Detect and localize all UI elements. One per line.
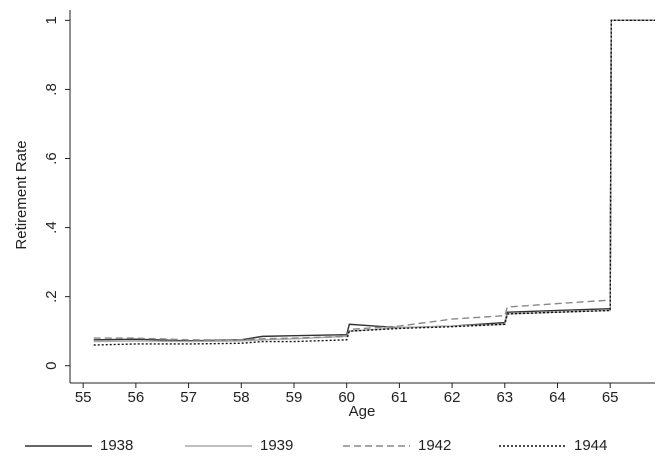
- y-tick-label: .4: [43, 221, 60, 234]
- x-tick-label: 60: [338, 389, 355, 406]
- x-tick-label: 64: [549, 389, 566, 406]
- legend-label: 1939: [260, 437, 293, 454]
- y-axis-title: Retirement Rate: [13, 140, 30, 249]
- series-line: [93, 19, 655, 341]
- y-tick-label: .6: [43, 152, 60, 165]
- x-tick-label: 56: [128, 389, 145, 406]
- y-tick-label: .2: [43, 290, 60, 303]
- series-line: [93, 19, 655, 342]
- legend-label: 1942: [418, 437, 451, 454]
- y-tick-label: 0: [43, 362, 60, 370]
- legend-label: 1938: [100, 437, 133, 454]
- x-axis-title: Age: [349, 403, 376, 420]
- series-line: [93, 19, 655, 346]
- x-tick-label: 55: [75, 389, 92, 406]
- x-tick-label: 58: [233, 389, 250, 406]
- legend-label: 1944: [574, 437, 607, 454]
- x-tick-label: 61: [391, 389, 408, 406]
- x-tick-label: 59: [286, 389, 303, 406]
- x-tick-label: 63: [496, 389, 513, 406]
- x-tick-label: 57: [180, 389, 197, 406]
- y-tick-label: 1: [43, 16, 60, 24]
- series-line: [93, 19, 655, 343]
- y-tick-label: .8: [43, 83, 60, 96]
- x-tick-label: 62: [444, 389, 461, 406]
- x-tick-label: 65: [602, 389, 619, 406]
